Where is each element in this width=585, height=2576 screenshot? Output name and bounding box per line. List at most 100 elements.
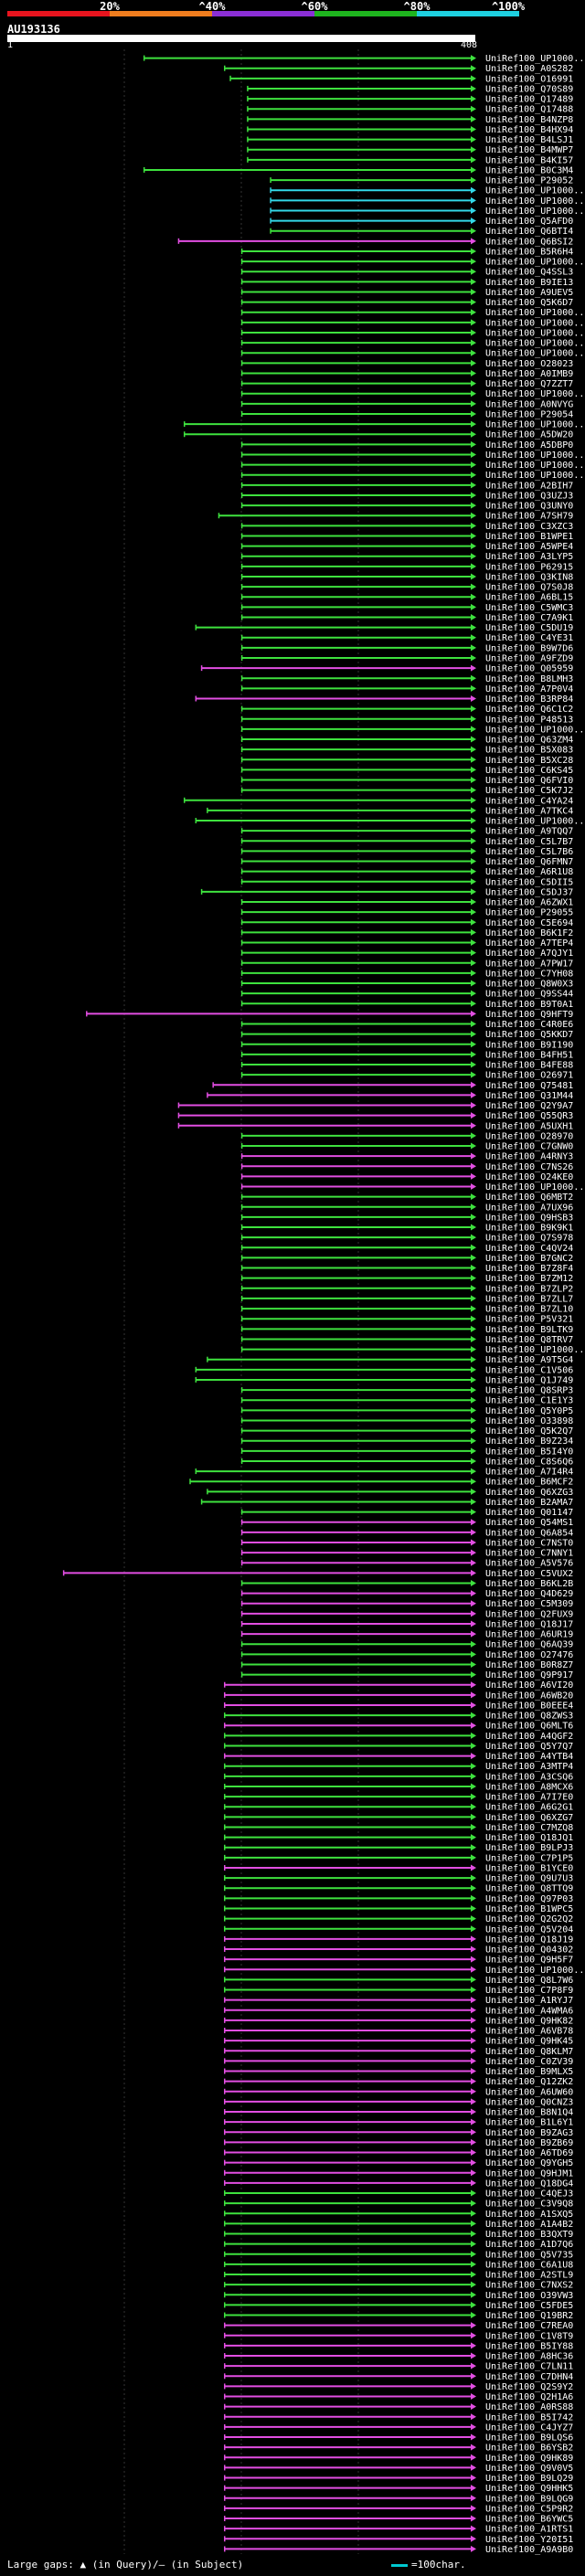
hit-row-59[interactable]: UniRef100_A9FZD9 (240, 653, 574, 663)
hit-label[interactable]: UniRef100_UP1000... (485, 308, 585, 318)
hit-label[interactable]: UniRef100_Q9P917 (485, 1670, 573, 1680)
hit-row-9[interactable]: UniRef100_B4MWP7 (247, 145, 573, 155)
hit-row-122[interactable]: UniRef100_B7ZLL7 (240, 1294, 574, 1304)
hit-row-89[interactable]: UniRef100_A7PW17 (240, 959, 574, 969)
hit-row-96[interactable]: UniRef100_Q5KKD7 (240, 1030, 574, 1040)
hit-label[interactable]: UniRef100_Q5KKD7 (485, 1030, 573, 1040)
hit-label[interactable]: UniRef100_B5XC28 (485, 756, 573, 766)
hit-row-67[interactable]: UniRef100_Q63ZM4 (240, 736, 574, 746)
hit-row-27[interactable]: UniRef100_UP1000... (240, 328, 585, 338)
hit-row-125[interactable]: UniRef100_B9LTK9 (240, 1325, 574, 1335)
hit-row-55[interactable]: UniRef100_C7A9K1 (240, 613, 574, 623)
hit-label[interactable]: UniRef100_Q3UZJ3 (485, 491, 573, 501)
hit-label[interactable]: UniRef100_Q9HJM1 (485, 2168, 573, 2178)
hit-row-61[interactable]: UniRef100_B8LMH3 (240, 674, 574, 684)
hit-row-183[interactable]: UniRef100_Q2G2Q2 (224, 1914, 574, 1924)
hit-row-109[interactable]: UniRef100_C7NS26 (240, 1162, 574, 1172)
hit-label[interactable]: UniRef100_Q0CNZ3 (485, 2097, 573, 2107)
hit-label[interactable]: UniRef100_C4QEJ3 (485, 2189, 573, 2200)
hit-row-110[interactable]: UniRef100_O24KE0 (240, 1172, 574, 1182)
hit-label[interactable]: UniRef100_Q18J17 (485, 1619, 573, 1629)
hit-row-36[interactable]: UniRef100_UP1000... (183, 420, 585, 430)
hit-row-174[interactable]: UniRef100_C7MZQ8 (224, 1823, 574, 1833)
hit-row-138[interactable]: UniRef100_C8S6Q6 (240, 1457, 574, 1467)
hit-label[interactable]: UniRef100_C7REA0 (485, 2321, 573, 2331)
hit-label[interactable]: UniRef100_C1V506 (485, 1365, 573, 1375)
hit-label[interactable]: UniRef100_Q5V735 (485, 2250, 573, 2260)
hit-row-112[interactable]: UniRef100_Q6MBT2 (240, 1193, 574, 1203)
hit-label[interactable]: UniRef100_UP1000... (485, 196, 585, 207)
hit-row-179[interactable]: UniRef100_Q9U7U3 (224, 1874, 574, 1884)
hit-label[interactable]: UniRef100_Q6XZG7 (485, 1813, 573, 1823)
hit-row-53[interactable]: UniRef100_A6BL15 (240, 593, 574, 603)
hit-row-124[interactable]: UniRef100_P5V321 (240, 1315, 574, 1325)
hit-label[interactable]: UniRef100_C1V8T9 (485, 2331, 573, 2341)
hit-row-77[interactable]: UniRef100_C5L7B7 (240, 837, 574, 847)
hit-row-207[interactable]: UniRef100_Q9YGH5 (224, 2158, 574, 2168)
hit-row-238[interactable]: UniRef100_B9LQ29 (224, 2474, 574, 2484)
hit-label[interactable]: UniRef100_B9I190 (485, 1040, 573, 1050)
hit-row-103[interactable]: UniRef100_Q2Y9A7 (177, 1101, 573, 1111)
hit-row-129[interactable]: UniRef100_C1V506 (195, 1365, 573, 1375)
hit-row-203[interactable]: UniRef100_B1L6Y1 (224, 2118, 574, 2128)
hit-label[interactable]: UniRef100_B9LQG9 (485, 2494, 573, 2504)
hit-row-243[interactable]: UniRef100_A1RTS1 (224, 2525, 574, 2535)
hit-label[interactable]: UniRef100_A7TKC4 (485, 806, 573, 816)
hit-label[interactable]: UniRef100_B1WPE1 (485, 532, 573, 542)
hit-label[interactable]: UniRef100_B4FH51 (485, 1050, 573, 1060)
hit-label[interactable]: UniRef100_C7NS26 (485, 1162, 573, 1172)
hit-row-20[interactable]: UniRef100_UP1000... (240, 258, 585, 268)
hit-row-136[interactable]: UniRef100_B9Z234 (240, 1436, 574, 1447)
hit-row-22[interactable]: UniRef100_B9IE13 (240, 278, 574, 288)
hit-row-47[interactable]: UniRef100_B1WPE1 (240, 532, 574, 542)
hit-row-208[interactable]: UniRef100_Q9HJM1 (224, 2168, 574, 2178)
hit-row-152[interactable]: UniRef100_C5M309 (240, 1599, 574, 1609)
hit-row-81[interactable]: UniRef100_C5DII5 (240, 877, 574, 887)
hit-row-120[interactable]: UniRef100_B7ZM12 (240, 1274, 574, 1284)
hit-row-41[interactable]: UniRef100_UP1000... (240, 471, 585, 481)
hit-row-91[interactable]: UniRef100_Q8W0X3 (240, 980, 574, 990)
hit-label[interactable]: UniRef100_UP1000... (485, 389, 585, 399)
hit-label[interactable]: UniRef100_Q8KLM7 (485, 2047, 573, 2057)
hit-row-221[interactable]: UniRef100_C5FDE5 (224, 2301, 574, 2311)
hit-row-105[interactable]: UniRef100_A5UXH1 (177, 1121, 573, 1131)
hit-label[interactable]: UniRef100_C7NNY1 (485, 1549, 573, 1559)
hit-row-149[interactable]: UniRef100_C5VUX2 (62, 1569, 574, 1579)
hit-row-123[interactable]: UniRef100_B7ZL10 (240, 1305, 574, 1315)
hit-row-121[interactable]: UniRef100_B7ZLP2 (240, 1284, 574, 1294)
hit-row-240[interactable]: UniRef100_B9LQG9 (224, 2494, 574, 2504)
hit-row-133[interactable]: UniRef100_Q5Y0P5 (240, 1406, 574, 1416)
hit-label[interactable]: UniRef100_UP1000... (485, 54, 585, 64)
hit-label[interactable]: UniRef100_C7GNW0 (485, 1142, 573, 1152)
hit-row-212[interactable]: UniRef100_A1SXQ5 (224, 2210, 574, 2220)
hit-label[interactable]: UniRef100_B7ZLP2 (485, 1284, 573, 1294)
hit-row-17[interactable]: UniRef100_Q6BTI4 (270, 227, 573, 237)
hit-row-104[interactable]: UniRef100_Q55QR3 (177, 1111, 573, 1121)
hit-row-236[interactable]: UniRef100_Q9HK89 (224, 2454, 574, 2464)
hit-label[interactable]: UniRef100_A6UR19 (485, 1630, 573, 1640)
hit-label[interactable]: UniRef100_Q2FUX9 (485, 1609, 573, 1619)
hit-row-176[interactable]: UniRef100_B9LPJ3 (224, 1843, 574, 1853)
hit-row-211[interactable]: UniRef100_C3V9Q8 (224, 2200, 574, 2210)
hit-label[interactable]: UniRef100_Q4SSL3 (485, 268, 573, 278)
hit-row-11[interactable]: UniRef100_B0C3M4 (143, 165, 574, 175)
hit-label[interactable]: UniRef100_A3MTP4 (485, 1762, 573, 1772)
hit-label[interactable]: UniRef100_A0S282 (485, 64, 573, 74)
hit-row-54[interactable]: UniRef100_C5WMC3 (240, 603, 574, 613)
hit-label[interactable]: UniRef100_B1L6Y1 (485, 2118, 573, 2128)
hit-row-160[interactable]: UniRef100_A6VI20 (224, 1680, 574, 1691)
hit-row-131[interactable]: UniRef100_Q8SRP3 (240, 1386, 574, 1396)
hit-label[interactable]: UniRef100_B5I742 (485, 2412, 573, 2422)
hit-label[interactable]: UniRef100_C7LN11 (485, 2362, 573, 2372)
hit-label[interactable]: UniRef100_Q5K6D7 (485, 298, 573, 308)
hit-row-157[interactable]: UniRef100_O27476 (240, 1650, 574, 1660)
hit-label[interactable]: UniRef100_Q8W0X3 (485, 980, 573, 990)
hit-row-128[interactable]: UniRef100_A9T5G4 (207, 1355, 573, 1365)
hit-label[interactable]: UniRef100_UP1000... (485, 451, 585, 461)
hit-label[interactable]: UniRef100_Q18J19 (485, 1935, 573, 1945)
hit-row-142[interactable]: UniRef100_B2AMA7 (200, 1498, 574, 1508)
hit-label[interactable]: UniRef100_A7I4R4 (485, 1468, 573, 1478)
hit-label[interactable]: UniRef100_Q6FMN7 (485, 857, 573, 867)
hit-row-168[interactable]: UniRef100_A3MTP4 (224, 1762, 574, 1772)
hit-row-87[interactable]: UniRef100_A7TEP4 (240, 938, 574, 949)
